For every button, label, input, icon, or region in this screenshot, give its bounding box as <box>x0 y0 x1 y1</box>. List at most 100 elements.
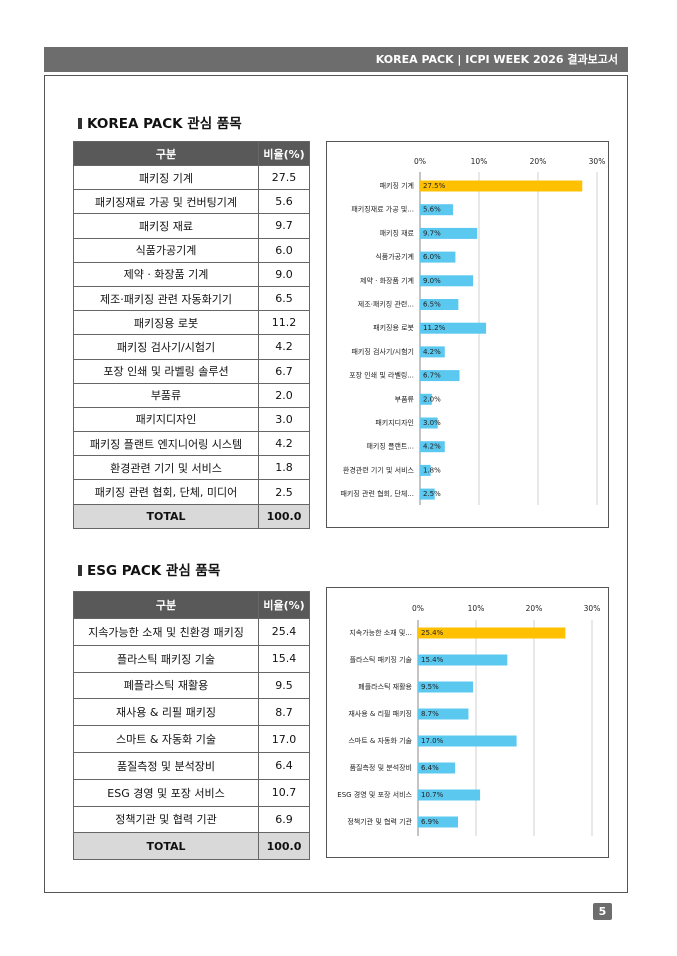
value-cell: 6.4 <box>258 751 310 780</box>
value-label: 6.7% <box>423 372 441 380</box>
category-label: 제약 · 화장품 기계 <box>360 276 414 285</box>
category-label: 플라스틱 패키징 기술 <box>350 655 413 664</box>
data-table: 구분 비율(%) 지속가능한 소재 및 친환경 패키징 25.4 플라스틱 패키징 기술… <box>73 591 310 861</box>
label-cell: 구분 <box>73 591 259 619</box>
section-title-text: KOREA PACK 관심 품목 <box>87 116 242 132</box>
label-cell: 스마트 & 자동화 기술 <box>73 725 259 753</box>
value-label: 10.7% <box>421 791 444 799</box>
category-label: 패키지디자인 <box>375 418 414 427</box>
value-cell: 6.9 <box>258 805 310 834</box>
label-cell: 패키징 기계 <box>73 164 259 191</box>
content-frame <box>44 75 628 893</box>
bar <box>418 789 481 801</box>
value-cell: 비율(%) <box>258 141 310 166</box>
table-row: 식품가공기계 6.0 <box>73 237 310 263</box>
label-cell: 패키징 검사기/시험기 <box>73 334 259 360</box>
bar <box>418 762 456 774</box>
table-row: 재사용 & 리필 패키징 8.7 <box>73 698 310 727</box>
value-cell: 4.2 <box>258 334 310 360</box>
table-row: 지속가능한 소재 및 친환경 패키징 25.4 <box>73 618 310 646</box>
value-cell: 17.0 <box>258 725 310 753</box>
label-cell: TOTAL <box>73 503 259 529</box>
label-cell: 제약 · 화장품 기계 <box>73 261 259 287</box>
category-label: 패키징재료 가공 및... <box>351 205 414 214</box>
bar <box>420 464 431 476</box>
value-cell: 1.8 <box>258 455 310 481</box>
total-row: TOTAL 100.0 <box>73 503 310 529</box>
category-label: 패키징 기계 <box>380 181 414 190</box>
label-cell: 정책기관 및 협력 기관 <box>73 805 259 834</box>
value-label: 1.8% <box>423 466 441 474</box>
bar <box>420 393 432 405</box>
header-row: 구분 비율(%) <box>73 141 310 166</box>
value-cell: 9.7 <box>258 213 310 239</box>
category-label: 스마트 & 자동화 기술 <box>348 736 412 745</box>
table-row: 폐플라스틱 재활용 9.5 <box>73 671 310 700</box>
value-cell: 2.5 <box>258 479 310 505</box>
label-cell: 포장 인쇄 및 라벨링 솔루션 <box>73 358 259 384</box>
bar <box>418 708 469 720</box>
table-row: 패키지디자인 3.0 <box>73 406 310 433</box>
label-cell: TOTAL <box>73 832 259 861</box>
bar <box>420 227 478 239</box>
label-cell: 환경관련 기기 및 서비스 <box>73 455 259 481</box>
table-row: 패키징용 로봇 11.2 <box>73 310 310 336</box>
value-cell: 10.7 <box>258 778 310 807</box>
value-cell: 100.0 <box>258 832 310 861</box>
table-row: 플라스틱 패키징 기술 15.4 <box>73 644 310 673</box>
value-label: 9.5% <box>421 683 439 691</box>
bar <box>418 816 459 828</box>
label-cell: 패키징 재료 <box>73 213 259 239</box>
bar <box>420 204 454 216</box>
label-cell: 재사용 & 리필 패키징 <box>73 698 259 727</box>
label-cell: 구분 <box>73 141 259 166</box>
value-label: 5.6% <box>423 206 441 214</box>
label-cell: 패키징 플랜트 엔지니어링 시스템 <box>73 431 259 457</box>
category-label: 지속가능한 소재 및... <box>349 628 412 637</box>
value-cell: 6.0 <box>258 237 310 263</box>
bar <box>418 681 474 693</box>
x-tick-label: 30% <box>584 604 601 613</box>
total-row: TOTAL 100.0 <box>73 832 310 861</box>
label-cell: 식품가공기계 <box>73 237 259 263</box>
bar <box>420 441 445 453</box>
page-number: 5 <box>593 903 612 920</box>
bar <box>418 627 566 639</box>
value-cell: 27.5 <box>258 164 310 191</box>
label-cell: 지속가능한 소재 및 친환경 패키징 <box>73 618 259 646</box>
category-label: 패키징 재료 <box>380 228 415 237</box>
value-cell: 6.7 <box>258 358 310 384</box>
table-row: 포장 인쇄 및 라벨링 솔루션 6.7 <box>73 358 310 384</box>
value-label: 11.2% <box>423 324 446 332</box>
bar <box>420 251 456 263</box>
data-table: 구분 비율(%) 패키징 기계 27.5 패키징재료 가공 및 컨버팅기계 5.6 패키징 … <box>73 141 310 529</box>
value-cell: 11.2 <box>258 310 310 336</box>
bar <box>420 275 474 287</box>
label-cell: ESG 경영 및 포장 서비스 <box>73 778 259 807</box>
label-cell: 패키징 관련 협회, 단체, 미디어 <box>73 479 259 505</box>
table-row: 패키징 재료 9.7 <box>73 213 310 239</box>
value-label: 3.0% <box>423 419 441 427</box>
x-tick-label: 20% <box>526 604 543 613</box>
table-row: 제조·패키징 관련 자동화기기 6.5 <box>73 285 310 312</box>
x-tick-label: 0% <box>414 157 426 166</box>
category-label: 부품류 <box>395 395 415 403</box>
header-title: KOREA PACK | ICPI WEEK 2026 결과보고서 <box>375 53 618 66</box>
bar <box>420 180 583 192</box>
value-label: 6.0% <box>423 253 441 261</box>
value-cell: 15.4 <box>258 644 310 673</box>
table-row: 부품류 2.0 <box>73 382 310 408</box>
bar <box>418 654 508 666</box>
value-label: 15.4% <box>421 656 444 664</box>
value-cell: 5.6 <box>258 189 310 215</box>
value-cell: 8.7 <box>258 698 310 727</box>
table-row: 품질측정 및 분석장비 6.4 <box>73 751 310 780</box>
label-cell: 패키징재료 가공 및 컨버팅기계 <box>73 189 259 215</box>
section-title: ESG PACK 관심 품목 <box>78 559 220 579</box>
chart: 0% 10% 20% 30% 패키징 기계 27.5% 패키징재료 가공 및... 5.6% 패… <box>326 141 609 528</box>
value-label: 6.5% <box>423 301 441 309</box>
x-tick-label: 20% <box>530 157 547 166</box>
value-label: 6.4% <box>421 764 439 772</box>
bar <box>420 370 460 382</box>
